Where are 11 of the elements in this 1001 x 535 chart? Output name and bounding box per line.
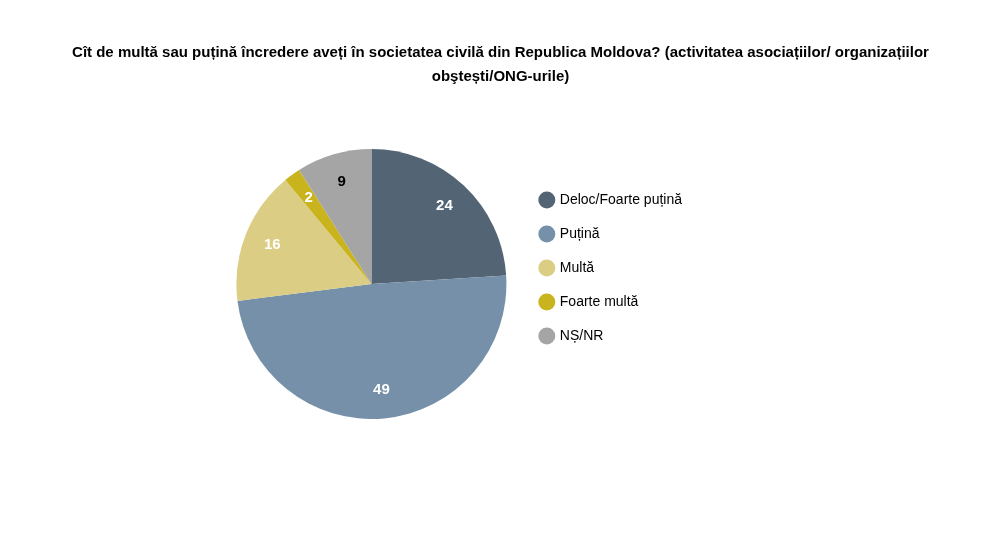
legend-label: Multă <box>559 258 595 275</box>
data-label: 49 <box>373 380 390 398</box>
legend-label: Deloc/Foarte puțină <box>559 190 683 207</box>
legend-label: Foarte multă <box>559 292 639 309</box>
data-label: 16 <box>263 234 281 252</box>
data-label: 24 <box>436 196 454 214</box>
chart-title: Cît de multă sau puțină încredere aveți în societatea civilă din Republica Moldova? (activitatea asociațiilor/ organizațiilor obştești/ONG-urile) <box>71 42 930 86</box>
data-label: 2 <box>304 187 313 205</box>
data-label: 9 <box>337 171 346 189</box>
legend-label: Puțină <box>559 224 600 241</box>
legend-label: NȘ/NR <box>559 326 604 343</box>
